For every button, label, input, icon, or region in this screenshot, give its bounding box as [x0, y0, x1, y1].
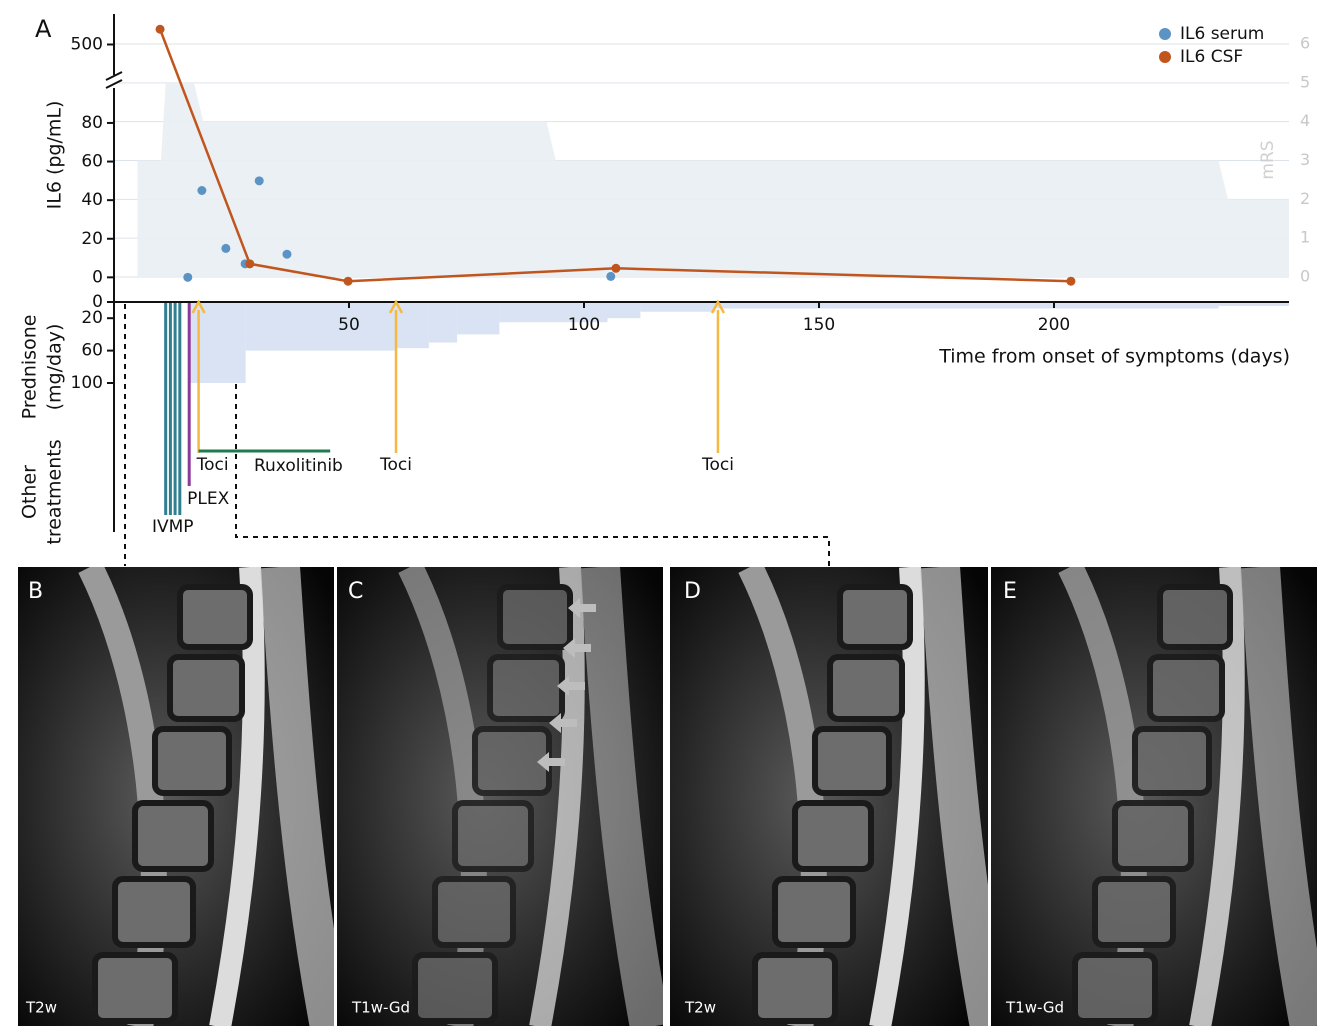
sequence-label: T1w-Gd	[351, 999, 410, 1017]
mri-panel-e	[991, 567, 1317, 1026]
data-point	[611, 264, 620, 273]
y2-tick-label: 2	[1300, 189, 1310, 208]
prednisone-step	[429, 302, 457, 343]
y2-tick-label: 1	[1300, 228, 1310, 247]
treatment-label: Toci	[379, 455, 412, 475]
y-tick-label: 60	[81, 152, 103, 172]
data-point	[255, 176, 264, 185]
panel-label: D	[684, 579, 701, 604]
y2-tick-label: 6	[1300, 34, 1310, 53]
treatment-label: Toci	[196, 455, 229, 475]
data-point	[1066, 277, 1075, 286]
mri-panel-b	[18, 567, 334, 1026]
prednisone-step	[246, 302, 396, 351]
treatments-axis-label: treatments	[44, 439, 66, 544]
data-point	[197, 186, 206, 195]
figure: B C D E T2w T1w-Gd T2w T1w-Gd 0 1 2 3 4 5 6 mRS…	[0, 0, 1317, 1026]
sequence-label: T1w-Gd	[1005, 999, 1064, 1017]
prednisone-step	[457, 302, 499, 334]
mrs-area	[138, 83, 1290, 277]
prednisone-tick-label: 20	[81, 308, 103, 328]
data-point	[183, 273, 192, 282]
y2-tick-label: 5	[1300, 72, 1310, 91]
x-tick-label: 200	[1038, 315, 1070, 335]
prednisone-step	[608, 302, 641, 318]
data-point	[606, 272, 615, 281]
page: IL6, mRS and treatment timeline with spi…	[0, 0, 1317, 1026]
page-body: B C D E T2w T1w-Gd T2w T1w-Gd 0 1 2 3 4 5 6 mRS…	[0, 0, 1317, 1026]
legend-label: IL6 CSF	[1180, 47, 1243, 67]
data-point	[221, 244, 230, 253]
treatment-label: PLEX	[187, 489, 229, 509]
panel-label: E	[1003, 579, 1017, 604]
mri-panel-c	[337, 567, 663, 1026]
y-tick-label: 20	[81, 229, 103, 249]
chart: 0 1 2 3 4 5 6 mRS 0 20 40 60 80 500 50 100 150 200 Time fr…	[19, 14, 1311, 545]
treatment-label: IVMP	[152, 517, 194, 537]
data-point	[344, 277, 353, 286]
sequence-label: T2w	[25, 999, 57, 1017]
y2-tick-label: 4	[1300, 111, 1310, 130]
x-axis-label: Time from onset of symptoms (days)	[938, 346, 1290, 368]
y-tick-label: 40	[81, 190, 103, 210]
legend-marker	[1159, 28, 1171, 40]
y2-tick-label: 3	[1300, 150, 1310, 169]
x-tick-label: 100	[568, 315, 600, 335]
y-tick-label: 0	[92, 267, 103, 287]
treatment-label: Ruxolitinib	[254, 456, 343, 476]
prednisone-tick-label: 60	[81, 341, 103, 361]
x-tick-label: 50	[338, 315, 360, 335]
y-tick-label: 80	[81, 113, 103, 133]
mri-panel-d	[670, 567, 990, 1026]
x-tick-label: 150	[803, 315, 835, 335]
panel-label: B	[28, 579, 43, 604]
prednisone-step	[640, 302, 715, 312]
prednisone-axis-label: (mg/day)	[44, 324, 66, 411]
data-point	[156, 25, 165, 34]
legend-label: IL6 serum	[1180, 24, 1264, 44]
sequence-label: T2w	[684, 999, 716, 1017]
panel-label: C	[348, 579, 363, 604]
y-axis-label: IL6 (pg/mL)	[44, 101, 66, 210]
prednisone-tick-label: 100	[71, 373, 103, 393]
y2-axis-label: mRS	[1258, 140, 1278, 179]
y-tick-label: 500	[71, 35, 103, 55]
y2-tick-label: 0	[1300, 267, 1310, 286]
data-point	[245, 259, 254, 268]
prednisone-axis-label: Prednisone	[19, 315, 41, 420]
treatment-label: Toci	[701, 455, 734, 475]
legend-marker	[1159, 51, 1171, 63]
panel-label: A	[35, 15, 52, 43]
treatments-axis-label: Other	[19, 465, 41, 519]
data-point	[282, 250, 291, 259]
